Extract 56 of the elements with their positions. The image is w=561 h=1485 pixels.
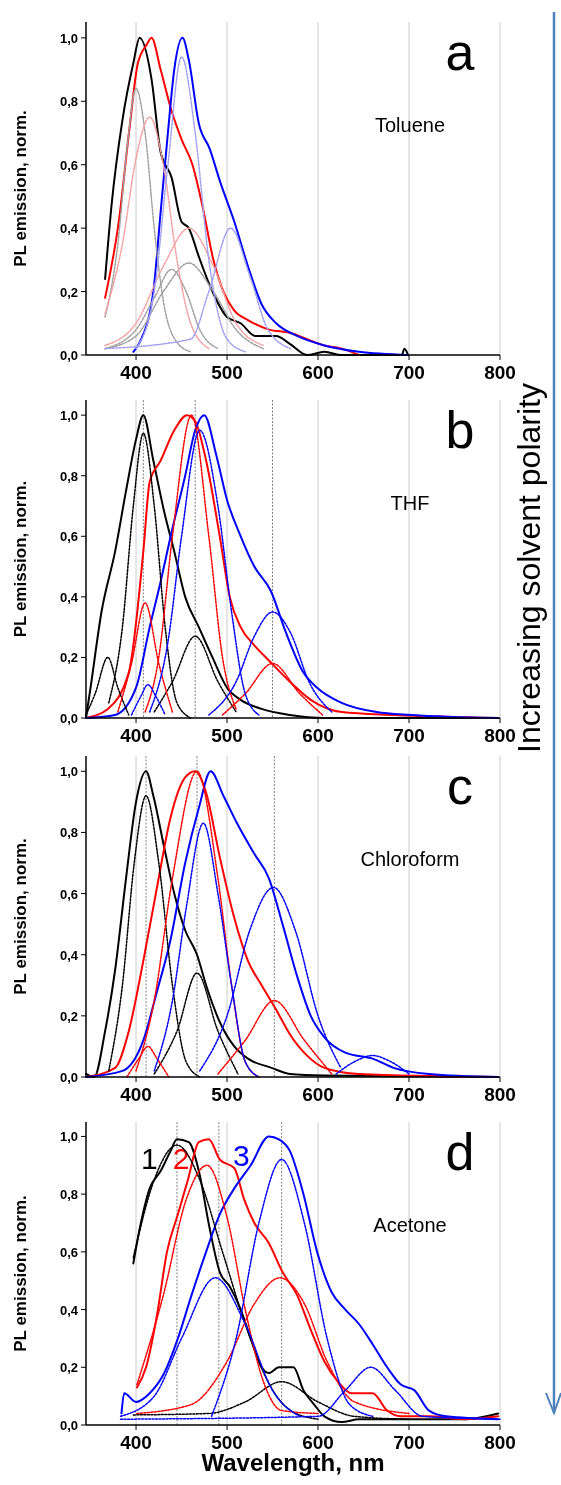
x-tick-label: 400 <box>120 362 152 383</box>
x-tick-label: 500 <box>211 1084 243 1105</box>
y-tick-label: 0,2 <box>59 284 78 300</box>
y-tick-label: 1,0 <box>59 408 78 424</box>
y-tick-label: 1,0 <box>59 764 78 780</box>
x-tick-label: 600 <box>302 725 334 746</box>
y-tick-label: 0,6 <box>59 529 78 545</box>
y-tick-label: 0,0 <box>59 1418 78 1433</box>
series-label: 3 <box>232 1139 250 1173</box>
x-tick-label: 700 <box>393 362 425 383</box>
annotation: b <box>445 401 475 459</box>
y-tick-label: 0,4 <box>59 221 79 237</box>
y-tick-label: 1,0 <box>59 1129 78 1145</box>
x-tick-label: 500 <box>211 725 243 746</box>
y-tick-label: 0,6 <box>59 886 78 902</box>
y-tick-label: 0,2 <box>59 1008 78 1024</box>
x-tick-label: 600 <box>302 1084 334 1105</box>
y-tick-label: 0,8 <box>59 825 78 841</box>
y-tick-label: 0,4 <box>59 1302 79 1318</box>
y-tick-label: 0,4 <box>59 589 79 605</box>
y-axis-title: PL emission, norm. <box>11 480 30 638</box>
x-tick-label: 400 <box>120 1084 152 1105</box>
y-tick-label: 0,8 <box>59 94 78 110</box>
x-tick-label: 500 <box>211 362 243 383</box>
x-tick-label: 800 <box>484 1432 516 1453</box>
annotation: a <box>445 23 475 81</box>
y-axis-title: PL emission, norm. <box>11 1195 30 1352</box>
series-label: 2 <box>172 1142 190 1176</box>
y-tick-label: 0,0 <box>59 1070 78 1085</box>
y-tick-label: 0,6 <box>59 157 78 173</box>
y-tick-label: 0,8 <box>59 1187 78 1203</box>
x-tick-label: 800 <box>484 362 516 383</box>
annotation: Chloroform <box>360 848 460 870</box>
x-tick-label: 700 <box>393 1432 425 1453</box>
y-tick-label: 0,2 <box>59 650 78 666</box>
annotation: d <box>445 1123 475 1181</box>
x-tick-label: 400 <box>120 1432 152 1453</box>
x-tick-label: 800 <box>484 1084 516 1105</box>
x-tick-label: 700 <box>393 725 425 746</box>
x-tick-label: 400 <box>120 725 152 746</box>
y-tick-label: 0,2 <box>59 1360 78 1376</box>
y-axis-title: PL emission, norm. <box>11 838 30 995</box>
y-axis-title: PL emission, norm. <box>11 110 30 267</box>
annotation: c <box>447 757 473 815</box>
y-tick-label: 1,0 <box>59 30 78 46</box>
x-tick-label: 600 <box>302 362 334 383</box>
y-tick-label: 0,4 <box>59 947 79 963</box>
series-label: 1 <box>140 1142 158 1176</box>
x-tick-label: 700 <box>393 1084 425 1105</box>
annotation: Acetone <box>373 1214 447 1236</box>
y-tick-label: 0,8 <box>59 468 78 484</box>
annotation: THF <box>390 492 430 514</box>
annotation: Toluene <box>374 114 446 136</box>
y-tick-label: 0,0 <box>59 711 78 726</box>
y-tick-label: 0,0 <box>59 348 78 363</box>
y-tick-label: 0,6 <box>59 1244 78 1260</box>
